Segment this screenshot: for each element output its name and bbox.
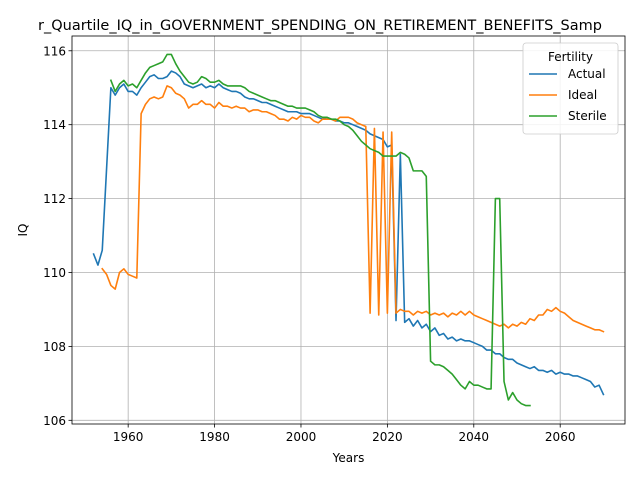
y-tick-label: 110 [43,266,66,280]
x-axis-ticks: 1960 1980 2000 2020 2040 2060 [113,424,576,444]
chart-title: r_Quartile_IQ_in_GOVERNMENT_SPENDING_ON_… [38,18,602,34]
legend-label-sterile: Sterile [568,109,607,123]
x-tick-label: 1980 [199,430,230,444]
legend-label-actual: Actual [568,67,606,81]
y-tick-label: 108 [43,340,66,354]
y-tick-label: 106 [43,414,66,428]
series-line-actual [92,70,605,396]
y-axis-label: IQ [16,224,30,237]
y-axis-ticks: 106 108 110 112 114 116 [43,44,72,428]
legend: Fertility Actual Ideal Sterile [522,42,619,135]
x-tick-label: 2060 [545,430,576,444]
x-tick-label: 2020 [372,430,403,444]
y-tick-label: 116 [43,44,66,58]
x-tick-label: 2000 [286,430,317,444]
series-line-sterile [109,53,531,407]
y-tick-label: 114 [43,118,66,132]
plot-frame [71,35,626,425]
x-tick-label: 2040 [459,430,490,444]
legend-label-ideal: Ideal [568,88,597,102]
series-lines [92,53,605,407]
legend-title: Fertility [548,50,593,64]
y-tick-label: 112 [43,192,66,206]
x-axis-label: Years [332,451,365,465]
series-line-ideal [101,85,605,333]
legend-box [522,42,619,135]
legend-entries: Actual Ideal Sterile [529,67,607,123]
x-tick-label: 1960 [113,430,144,444]
